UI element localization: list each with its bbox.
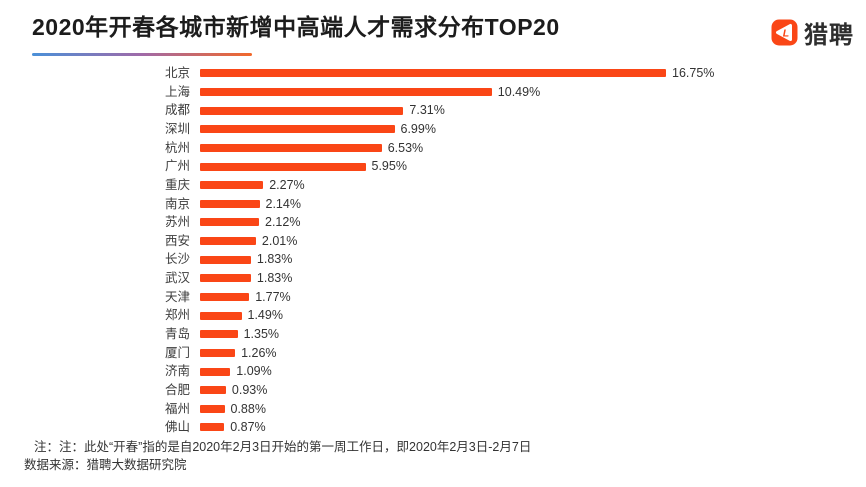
value-label: 5.95%: [371, 159, 407, 174]
bar: [200, 386, 226, 395]
value-label: 2.14%: [265, 196, 301, 211]
bar: [200, 106, 404, 115]
category-label: 苏州: [164, 215, 190, 230]
category-label: 厦门: [164, 345, 190, 360]
category-label: 北京: [164, 66, 190, 81]
bar: [200, 218, 259, 227]
bar-row: 厦门 1.26%: [0, 344, 866, 363]
category-label: 佛山: [164, 420, 190, 435]
bar: [200, 348, 236, 357]
bar-row: 合肥 0.93%: [0, 381, 866, 400]
header: 2020年开春各城市新增中高端人才需求分布TOP20 L 猎聘: [0, 0, 866, 50]
category-label: 武汉: [164, 271, 190, 286]
data-source: 数据来源：猎聘大数据研究院: [24, 458, 187, 472]
bar-row: 上海 10.49%: [0, 83, 866, 102]
category-label: 福州: [164, 401, 190, 416]
bar-row: 济南 1.09%: [0, 362, 866, 381]
value-label: 7.31%: [409, 103, 445, 118]
bar-row: 深圳 6.99%: [0, 120, 866, 139]
value-label: 0.88%: [230, 401, 266, 416]
bar: [200, 237, 256, 246]
bar-chart-rows: 北京 16.75% 上海 10.49% 成都 7.31% 深圳 6.99% 杭州 6.53% 广州 5…: [0, 64, 866, 437]
bar: [200, 423, 225, 432]
bar: [200, 199, 260, 208]
liepin-logo-icon: L: [771, 19, 798, 46]
category-label: 成都: [164, 103, 190, 118]
bar-row: 郑州 1.49%: [0, 306, 866, 325]
footnote: 注：注：此处“开春”指的是自2020年2月3日开始的第一周工作日，即2020年2…: [34, 440, 532, 454]
brand-name: 猎聘: [804, 22, 854, 49]
value-label: 1.26%: [241, 345, 277, 360]
value-label: 2.27%: [269, 177, 305, 192]
value-label: 1.77%: [255, 289, 291, 304]
category-label: 杭州: [164, 140, 190, 155]
brand-logo: L 猎聘: [771, 15, 854, 50]
value-label: 6.99%: [400, 121, 436, 136]
category-label: 西安: [164, 233, 190, 248]
value-label: 16.75%: [672, 66, 715, 81]
bar: [200, 87, 492, 96]
bar-row: 福州 0.88%: [0, 400, 866, 419]
category-label: 长沙: [164, 252, 190, 267]
bar: [200, 69, 666, 78]
value-label: 1.83%: [256, 252, 293, 267]
category-label: 南京: [164, 196, 190, 211]
bar-row: 南京 2.14%: [0, 194, 866, 213]
category-label: 天津: [164, 289, 190, 304]
value-label: 1.49%: [247, 308, 283, 323]
value-label: 6.53%: [387, 140, 424, 155]
category-label: 重庆: [164, 177, 190, 192]
bar-row: 苏州 2.12%: [0, 213, 866, 232]
bar-row: 天津 1.77%: [0, 288, 866, 307]
bar-chart: 北京 16.75% 上海 10.49% 成都 7.31% 深圳 6.99% 杭州 6.53% 广州 5…: [0, 64, 866, 437]
bar: [200, 293, 250, 301]
value-label: 1.83%: [256, 271, 293, 286]
bar: [200, 143, 382, 152]
bar-row: 成都 7.31%: [0, 101, 866, 120]
category-label: 青岛: [164, 327, 190, 342]
bar-row: 长沙 1.83%: [0, 250, 866, 269]
value-label: 2.01%: [261, 233, 298, 248]
bar: [200, 181, 264, 190]
bar-row: 北京 16.75%: [0, 64, 866, 83]
category-label: 深圳: [164, 121, 190, 136]
value-label: 10.49%: [497, 84, 541, 99]
bar-row: 佛山 0.87%: [0, 418, 866, 437]
bar-row: 重庆 2.27%: [0, 176, 866, 195]
bar-row: 武汉 1.83%: [0, 269, 866, 288]
value-label: 1.35%: [243, 327, 280, 342]
title-underline-accent: [32, 53, 252, 56]
bar: [200, 311, 242, 320]
bar-row: 杭州 6.53%: [0, 139, 866, 158]
bar: [200, 255, 251, 264]
bar: [200, 125, 395, 134]
value-label: 0.93%: [231, 382, 268, 397]
svg-text:L: L: [783, 27, 789, 39]
bar-row: 广州 5.95%: [0, 157, 866, 176]
page-title: 2020年开春各城市新增中高端人才需求分布TOP20: [32, 14, 560, 40]
bar: [200, 330, 238, 339]
category-label: 广州: [164, 159, 190, 174]
bar: [200, 274, 251, 283]
value-label: 2.12%: [265, 215, 301, 230]
bar-row: 青岛 1.35%: [0, 325, 866, 344]
bar: [200, 404, 225, 413]
category-label: 济南: [164, 364, 190, 379]
value-label: 0.87%: [230, 420, 266, 435]
category-label: 郑州: [164, 308, 190, 323]
footer-notes: 注：注：此处“开春”指的是自2020年2月3日开始的第一周工作日，即2020年2…: [24, 438, 531, 474]
category-label: 合肥: [164, 382, 190, 397]
bar-row: 西安 2.01%: [0, 232, 866, 251]
category-label: 上海: [164, 84, 190, 99]
bar: [200, 162, 366, 171]
bar: [200, 367, 231, 376]
value-label: 1.09%: [236, 364, 272, 379]
